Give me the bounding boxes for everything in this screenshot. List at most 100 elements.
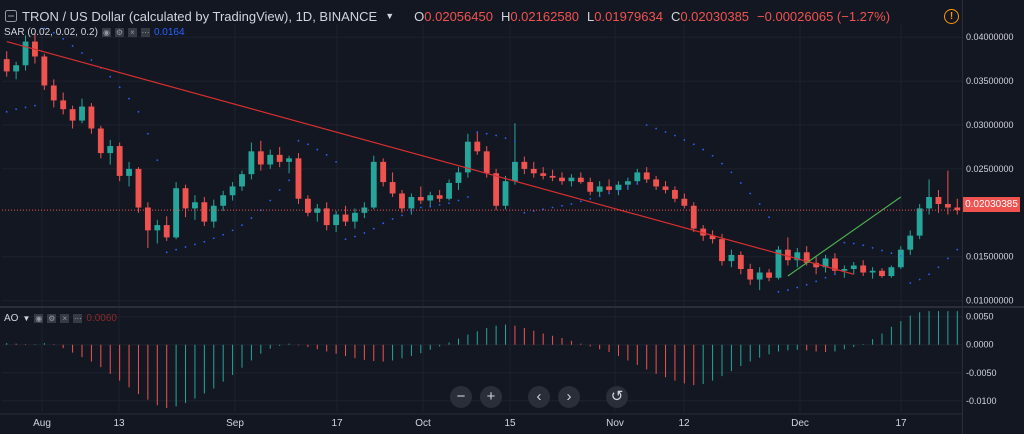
chart-navigation: − + ‹ › ↺: [450, 386, 628, 408]
ao-tick-label: 0.0000: [966, 340, 994, 350]
price-pane[interactable]: [2, 27, 962, 293]
candle-down: [483, 151, 490, 174]
sar-dot: [551, 206, 554, 209]
sar-dot: [62, 38, 65, 40]
sar-dot: [881, 249, 883, 252]
sar-dot: [184, 246, 187, 248]
ao-pane[interactable]: [6, 311, 958, 409]
sar-dot: [636, 182, 639, 185]
sar-label[interactable]: SAR (0.02, 0.02, 0.2): [4, 27, 98, 38]
sar-dot: [796, 286, 799, 289]
x-tick-label: Nov: [606, 418, 624, 429]
ao-label[interactable]: AO: [4, 313, 19, 324]
chart-header: TRON / US Dollar (calculated by TradingV…: [22, 7, 890, 25]
x-tick-label: 15: [504, 418, 516, 429]
candle-down: [700, 228, 707, 236]
sar-dot: [438, 203, 441, 206]
zoom-in-button[interactable]: +: [480, 386, 502, 408]
candle-down: [417, 196, 424, 201]
scroll-left-button[interactable]: ‹: [528, 386, 550, 408]
candle-up: [154, 225, 161, 231]
candle-down: [493, 173, 500, 206]
sar-dot: [928, 273, 930, 276]
sar-dot: [890, 252, 893, 255]
candle-up: [464, 141, 471, 173]
sar-dot: [306, 143, 309, 146]
sar-dot: [523, 211, 526, 214]
sar-dot: [43, 27, 46, 30]
ao-tick-label: 0.0050: [966, 312, 994, 322]
sar-dot: [222, 233, 225, 236]
candle-down: [323, 208, 330, 226]
candle-up: [615, 184, 622, 190]
sar-dot: [626, 186, 629, 189]
sar-dot: [194, 243, 196, 246]
reset-chart-button[interactable]: ↺: [606, 386, 628, 408]
candle-up: [907, 235, 914, 250]
candle-down: [276, 154, 283, 162]
candle-up: [624, 181, 631, 185]
candle-down: [60, 100, 67, 110]
candle-up: [634, 172, 641, 182]
red-trendline[interactable]: [6, 40, 854, 275]
sar-legend[interactable]: SAR (0.02, 0.02, 0.2) ◉ ⚙ × ⋯ 0.0164: [4, 27, 185, 38]
candle-down: [135, 168, 142, 208]
settings-icon[interactable]: ⚙: [47, 314, 57, 323]
eye-icon[interactable]: ◉: [101, 28, 111, 37]
candle-down: [474, 141, 481, 152]
candle-up: [888, 267, 895, 277]
eye-icon[interactable]: ◉: [34, 314, 44, 323]
open-label: O: [414, 8, 425, 24]
symbol-title[interactable]: TRON / US Dollar (calculated by TradingV…: [22, 8, 378, 24]
sar-dot: [937, 266, 940, 269]
sar-dot: [382, 222, 385, 225]
close-icon[interactable]: ×: [127, 28, 137, 37]
sar-dot: [231, 229, 234, 232]
candle-down: [860, 265, 867, 273]
scroll-right-button[interactable]: ›: [558, 386, 580, 408]
sar-dot: [457, 199, 460, 202]
sar-dot: [363, 232, 366, 234]
candle-up: [728, 254, 735, 262]
x-tick-label: 12: [678, 418, 690, 429]
sar-dot: [598, 195, 601, 198]
x-tick-label: 17: [895, 418, 907, 429]
candle-down: [88, 106, 95, 129]
sar-dot: [466, 196, 469, 198]
candle-up: [869, 270, 876, 273]
candle-down: [97, 128, 104, 154]
sar-dot: [815, 280, 818, 283]
chevron-down-icon[interactable]: ▼: [385, 11, 395, 21]
close-icon[interactable]: ×: [60, 314, 70, 323]
candle-up: [794, 252, 801, 261]
sar-dot: [429, 205, 432, 208]
warning-icon[interactable]: !: [944, 9, 959, 24]
sar-dot: [843, 241, 846, 244]
settings-icon[interactable]: ⚙: [114, 28, 124, 37]
candle-down: [737, 254, 744, 269]
sar-dot: [448, 202, 450, 205]
candle-up: [568, 177, 575, 182]
sar-dot: [401, 214, 403, 217]
more-icon[interactable]: ⋯: [73, 314, 83, 323]
zoom-out-button[interactable]: −: [450, 386, 472, 408]
menu-icon[interactable]: [5, 10, 17, 22]
candle-down: [342, 214, 349, 222]
candle-down: [549, 175, 556, 178]
chevron-down-icon[interactable]: ▼: [22, 314, 31, 323]
change-value: −0.00026065 (−1.27%): [757, 8, 891, 24]
candle-down: [144, 207, 151, 231]
candle-up: [370, 161, 377, 208]
candle-down: [201, 202, 208, 222]
candle-down: [380, 161, 387, 183]
open-value: 0.02056450: [424, 8, 493, 24]
ao-legend[interactable]: AO ▼ ◉ ⚙ × ⋯ 0.0060: [4, 313, 117, 324]
price-tick-label: 0.03500000: [966, 76, 1014, 86]
candle-down: [295, 158, 302, 199]
price-tick-label: 0.02500000: [966, 164, 1014, 174]
candle-up: [210, 205, 217, 222]
more-icon[interactable]: ⋯: [140, 28, 150, 37]
candle-down: [954, 207, 961, 211]
